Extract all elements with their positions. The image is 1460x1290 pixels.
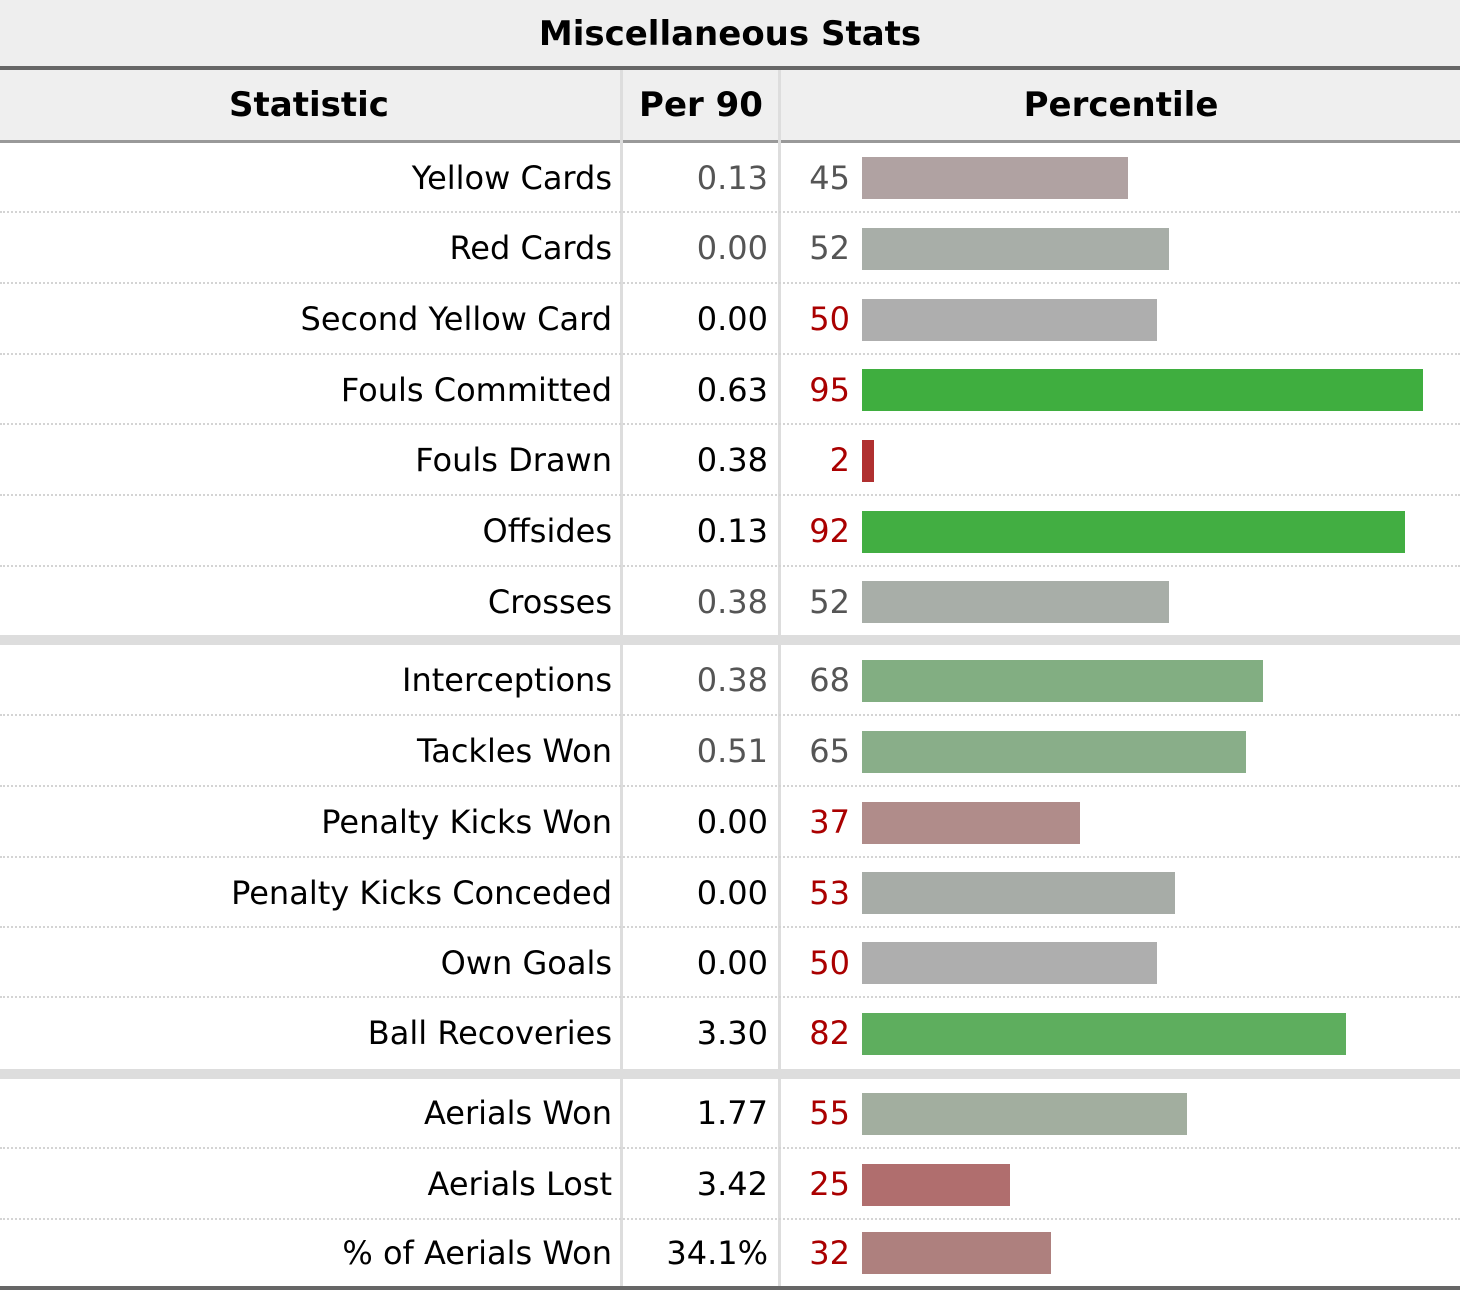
stat-name: Red Cards xyxy=(449,229,613,267)
stat-name: Offsides xyxy=(482,512,612,550)
group-separator xyxy=(0,635,1460,645)
per90-value: 0.38 xyxy=(696,661,768,699)
percentile-bar xyxy=(862,872,1175,914)
percentile-bar xyxy=(862,731,1246,773)
table-row: Penalty Kicks Conceded 0.00 53 xyxy=(0,858,1460,928)
per90-value: 34.1% xyxy=(666,1234,768,1272)
percentile-bar xyxy=(862,369,1423,411)
stat-name: Penalty Kicks Won xyxy=(321,803,612,841)
percentile-value: 52 xyxy=(809,229,850,267)
table-row: Aerials Lost 3.42 25 xyxy=(0,1149,1460,1220)
percentile-bar xyxy=(862,1232,1051,1274)
stat-name: Aerials Lost xyxy=(427,1165,612,1203)
stat-name: Penalty Kicks Conceded xyxy=(231,874,612,912)
per90-value: 0.13 xyxy=(696,512,768,550)
column-divider xyxy=(778,70,781,1288)
percentile-value: 65 xyxy=(809,732,850,770)
stat-name: Crosses xyxy=(487,583,612,621)
percentile-bar xyxy=(862,1013,1346,1055)
table-row: Fouls Committed 0.63 95 xyxy=(0,355,1460,425)
table-header-row: Statistic Per 90 Percentile xyxy=(0,70,1460,143)
percentile-bar xyxy=(862,802,1080,844)
per90-value: 0.00 xyxy=(696,229,768,267)
table-row: Fouls Drawn 0.38 2 xyxy=(0,425,1460,496)
table-row: Interceptions 0.38 68 xyxy=(0,645,1460,716)
per90-value: 0.13 xyxy=(696,159,768,197)
table-row: Own Goals 0.00 50 xyxy=(0,928,1460,998)
column-divider xyxy=(620,70,623,1288)
stat-name: Tackles Won xyxy=(416,732,612,770)
table-row: Aerials Won 1.77 55 xyxy=(0,1078,1460,1149)
percentile-bar xyxy=(862,942,1157,984)
percentile-value: 45 xyxy=(809,159,850,197)
group-separator xyxy=(0,1069,1460,1079)
per90-value: 0.00 xyxy=(696,300,768,338)
percentile-value: 50 xyxy=(809,300,850,338)
per90-value: 1.77 xyxy=(696,1094,768,1132)
percentile-bar xyxy=(862,157,1128,199)
percentile-value: 25 xyxy=(809,1165,850,1203)
stat-name: Second Yellow Card xyxy=(300,300,612,338)
per90-value: 0.00 xyxy=(696,803,768,841)
percentile-bar xyxy=(862,1164,1010,1206)
table-row: Offsides 0.13 92 xyxy=(0,496,1460,567)
column-header-per90[interactable]: Per 90 xyxy=(639,85,763,125)
table-row: Crosses 0.38 52 xyxy=(0,567,1460,637)
table-caption: Miscellaneous Stats xyxy=(0,0,1460,70)
table-row: % of Aerials Won 34.1% 32 xyxy=(0,1220,1460,1286)
percentile-bar xyxy=(862,440,874,482)
percentile-value: 52 xyxy=(809,583,850,621)
table-row: Red Cards 0.00 52 xyxy=(0,213,1460,284)
table-row: Ball Recoveries 3.30 82 xyxy=(0,998,1460,1069)
percentile-value: 53 xyxy=(809,874,850,912)
stat-name: Yellow Cards xyxy=(411,159,612,197)
percentile-value: 55 xyxy=(809,1094,850,1132)
per90-value: 0.00 xyxy=(696,874,768,912)
percentile-value: 95 xyxy=(809,371,850,409)
per90-value: 0.63 xyxy=(696,371,768,409)
per90-value: 3.42 xyxy=(696,1165,768,1203)
percentile-value: 32 xyxy=(809,1234,850,1272)
percentile-value: 2 xyxy=(829,441,850,479)
percentile-value: 68 xyxy=(809,661,850,699)
per90-value: 0.38 xyxy=(696,583,768,621)
table-row: Yellow Cards 0.13 45 xyxy=(0,143,1460,213)
table-bottom-border xyxy=(0,1286,1460,1290)
per90-value: 0.38 xyxy=(696,441,768,479)
percentile-value: 50 xyxy=(809,944,850,982)
stat-name: Aerials Won xyxy=(423,1094,612,1132)
percentile-bar xyxy=(862,1093,1187,1135)
percentile-value: 92 xyxy=(809,512,850,550)
percentile-bar xyxy=(862,228,1169,270)
stat-name: Own Goals xyxy=(440,944,612,982)
percentile-bar xyxy=(862,660,1263,702)
column-header-percentile[interactable]: Percentile xyxy=(1023,85,1219,125)
stat-name: % of Aerials Won xyxy=(342,1234,612,1272)
table-row: Second Yellow Card 0.00 50 xyxy=(0,284,1460,355)
column-header-statistic[interactable]: Statistic xyxy=(229,85,389,125)
stat-name: Fouls Drawn xyxy=(415,441,612,479)
table-row: Tackles Won 0.51 65 xyxy=(0,716,1460,787)
percentile-value: 82 xyxy=(809,1014,850,1052)
per90-value: 0.00 xyxy=(696,944,768,982)
stat-name: Fouls Committed xyxy=(340,371,612,409)
percentile-bar xyxy=(862,581,1169,623)
percentile-bar xyxy=(862,511,1405,553)
per90-value: 0.51 xyxy=(696,732,768,770)
stat-name: Ball Recoveries xyxy=(367,1014,612,1052)
per90-value: 3.30 xyxy=(696,1014,768,1052)
percentile-bar xyxy=(862,299,1157,341)
percentile-value: 37 xyxy=(809,803,850,841)
table-row: Penalty Kicks Won 0.00 37 xyxy=(0,787,1460,858)
stat-name: Interceptions xyxy=(402,661,612,699)
